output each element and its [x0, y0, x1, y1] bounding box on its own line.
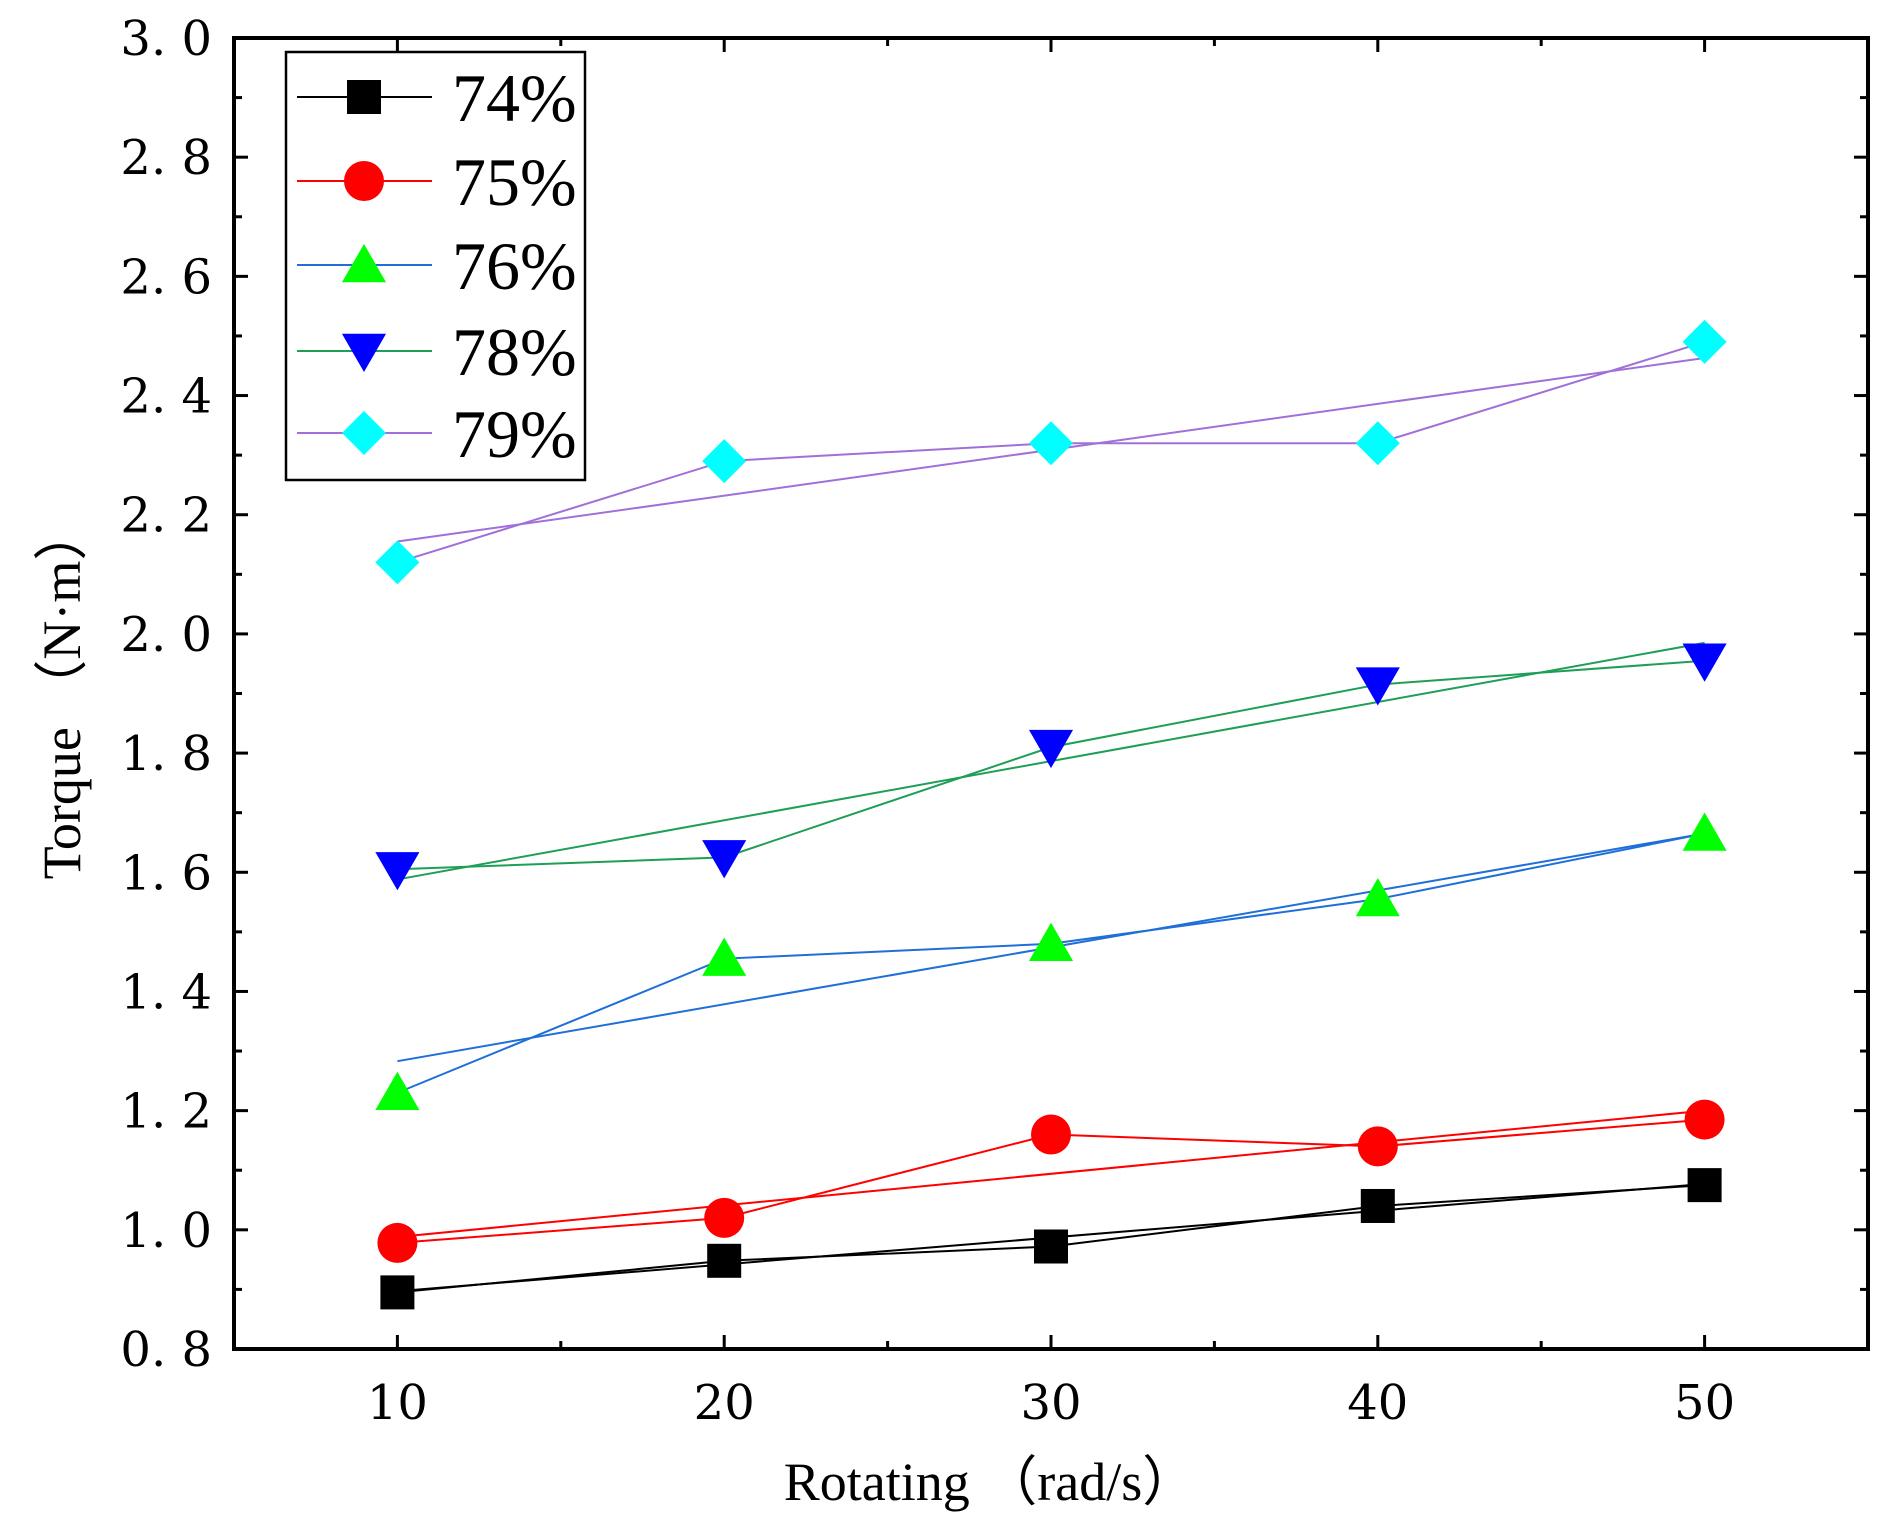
y-tick-label-4: 1. 6: [120, 845, 212, 901]
point-79pct-x40: [1355, 421, 1400, 466]
legend-label-76pct: 76%: [452, 228, 577, 304]
point-75pct-x50: [1684, 1099, 1725, 1140]
point-74pct-x50: [1687, 1168, 1722, 1203]
point-76pct-x40: [1355, 878, 1400, 917]
point-76pct-x50: [1682, 812, 1727, 851]
x-axis-title: Rotating （rad/s）: [784, 1452, 1196, 1512]
legend-label-79pct: 79%: [452, 396, 577, 472]
y-tick-label-0: 0. 8: [120, 1322, 212, 1378]
point-75pct-x40: [1357, 1126, 1398, 1167]
y-tick-label-1: 1. 0: [120, 1203, 212, 1259]
point-75pct-x30: [1031, 1114, 1071, 1155]
y-tick-label-10: 2. 8: [120, 130, 212, 186]
markers-layer: [375, 319, 1727, 1310]
legend-label-78pct: 78%: [452, 314, 577, 390]
point-79pct-x30: [1029, 421, 1073, 466]
x-tick-label-30: 30: [1020, 1375, 1081, 1431]
point-78pct-x50: [1682, 643, 1727, 682]
point-78pct-x10: [375, 852, 420, 891]
point-79pct-x20: [702, 439, 747, 484]
x-tick-label-40: 40: [1347, 1375, 1408, 1431]
legend-marker-78pct: [341, 333, 387, 372]
point-74pct-x10: [380, 1275, 415, 1310]
point-78pct-x20: [702, 840, 747, 879]
point-74pct-x20: [707, 1243, 742, 1278]
y-tick-label-9: 2. 6: [120, 249, 212, 305]
x-tick-label-10: 10: [367, 1375, 428, 1431]
legend-marker-75pct: [344, 161, 384, 201]
y-tick-label-6: 2. 0: [120, 607, 212, 663]
y-tick-label-8: 2. 4: [120, 369, 212, 425]
legend-items: 74% 75% 76% 78%79%: [297, 60, 577, 472]
point-76pct-x30: [1028, 922, 1074, 962]
legend-marker-79pct: [342, 411, 386, 455]
y-tick-label-7: 2. 2: [120, 488, 212, 544]
point-78pct-x40: [1355, 667, 1400, 706]
fit-line-75pct: [397, 1109, 1705, 1238]
point-78pct-x30: [1028, 729, 1074, 769]
legend-label-74pct: 74%: [452, 60, 577, 136]
legend-marker-76pct: [341, 244, 387, 283]
point-74pct-x40: [1360, 1188, 1395, 1223]
legend-label-75pct: 75%: [452, 144, 577, 220]
legend: 74% 75% 76% 78%79%: [284, 50, 587, 482]
y-axis-title: Torque （N·m）: [32, 507, 92, 880]
y-tick-label-3: 1. 4: [120, 964, 212, 1020]
y-tick-label-11: 3. 0: [120, 11, 212, 67]
series-line-76pct: [397, 832, 1705, 1094]
point-79pct-x10: [375, 540, 420, 585]
point-76pct-x20: [702, 937, 747, 976]
point-79pct-x50: [1682, 319, 1727, 364]
y-tick-label-2: 1. 2: [120, 1084, 212, 1140]
point-76pct-x10: [375, 1071, 420, 1110]
legend-marker-74pct: [347, 80, 381, 114]
point-75pct-x10: [377, 1222, 418, 1263]
x-tick-label-20: 20: [694, 1375, 755, 1431]
point-75pct-x20: [704, 1197, 745, 1238]
y-tick-label-5: 1. 8: [120, 726, 212, 782]
ticks-layer: [234, 36, 1868, 1351]
point-74pct-x30: [1034, 1229, 1068, 1264]
tick-labels-layer: 10 20 30 40 50 0. 8 1. 0 1. 2 1. 4 1. 6 1. 8 2. 0 2.…: [120, 11, 1735, 1431]
x-tick-label-50: 50: [1674, 1375, 1735, 1431]
